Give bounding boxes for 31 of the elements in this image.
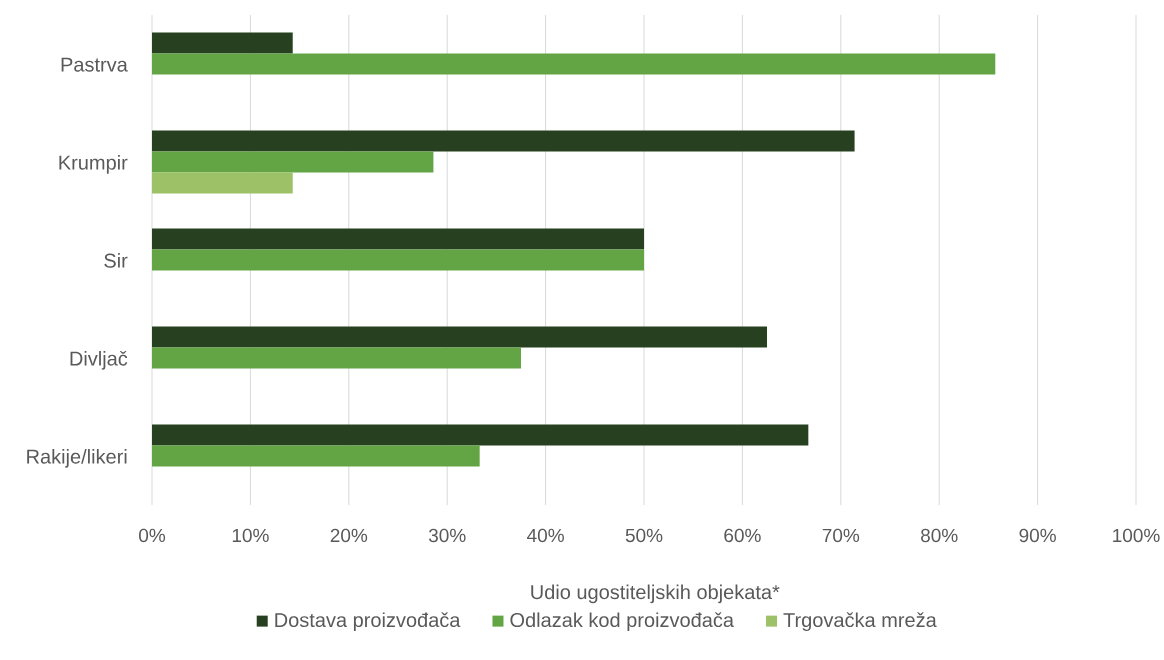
bar bbox=[152, 130, 855, 152]
x-axis-title: Udio ugostiteljskih objekata* bbox=[531, 584, 780, 604]
x-tick-label: 80% bbox=[921, 528, 958, 543]
x-tick-label: 100% bbox=[1113, 528, 1160, 543]
x-tick-label: 20% bbox=[330, 528, 368, 543]
legend-label: Trgovačka mreža bbox=[783, 612, 937, 632]
bar bbox=[152, 424, 809, 446]
bar bbox=[152, 151, 434, 173]
bar bbox=[152, 228, 645, 250]
x-tick-label: 70% bbox=[822, 528, 860, 543]
x-tick-label: 10% bbox=[232, 528, 269, 543]
x-tick-label: 50% bbox=[625, 528, 663, 543]
y-tick-label: Rakije/likeri bbox=[27, 449, 127, 468]
x-tick-label: 30% bbox=[428, 528, 466, 543]
bar bbox=[152, 53, 996, 75]
y-tick-label: Pastrva bbox=[61, 57, 128, 72]
y-tick-label: Sir bbox=[104, 253, 128, 268]
x-tick-label: 0% bbox=[139, 528, 166, 543]
x-tick-label: 60% bbox=[724, 528, 761, 543]
bar bbox=[152, 347, 522, 369]
bar bbox=[152, 326, 768, 348]
x-tick-label: 90% bbox=[1019, 528, 1056, 543]
bar bbox=[152, 249, 645, 271]
x-tick-label: 40% bbox=[527, 528, 564, 543]
bar bbox=[152, 445, 480, 467]
bar bbox=[152, 32, 293, 54]
y-tick-label: Divljač bbox=[70, 350, 128, 370]
legend-label: Dostava proizvođača bbox=[275, 612, 461, 632]
legend-label: Odlazak kod proizvođača bbox=[510, 612, 734, 632]
bar bbox=[152, 172, 293, 194]
y-tick-label: Krumpir bbox=[59, 155, 128, 174]
